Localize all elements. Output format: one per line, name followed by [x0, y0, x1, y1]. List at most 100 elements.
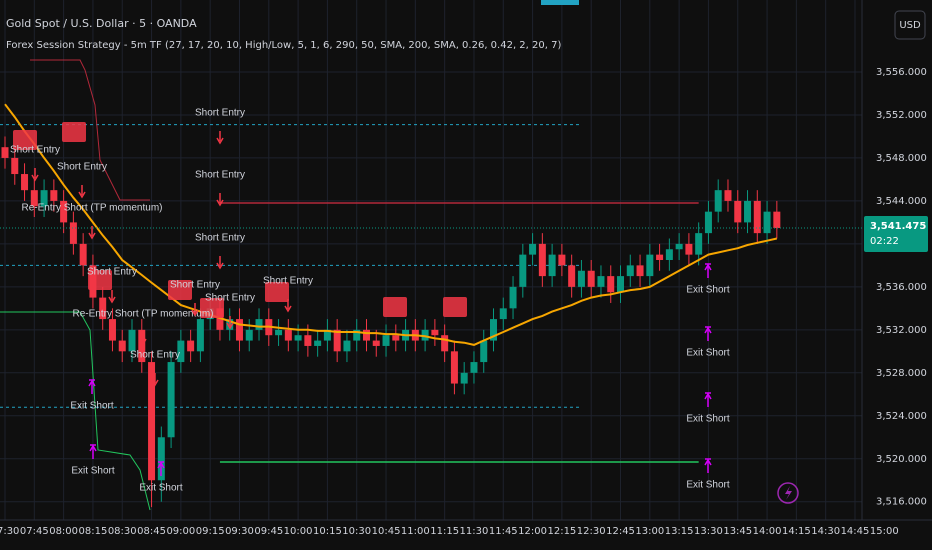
target-trail	[0, 311, 151, 511]
entry-arrow-head	[78, 191, 86, 199]
x-tick-label: 14:45	[841, 526, 870, 537]
signal-box	[443, 297, 467, 317]
candle-body	[362, 329, 370, 341]
signal-box	[200, 298, 224, 318]
x-tick-label: 10:45	[372, 526, 401, 537]
candle-body	[372, 340, 380, 346]
candle-body	[509, 286, 517, 309]
countdown-label: 02:22	[870, 236, 899, 247]
x-tick-label: 09:30	[225, 526, 254, 537]
alert-icon[interactable]	[777, 482, 799, 504]
x-tick-label: 12:30	[577, 526, 606, 537]
x-tick-label: 07:45	[20, 526, 49, 537]
candle-body	[499, 308, 507, 320]
candle-body	[577, 270, 585, 287]
candle-body	[519, 254, 527, 287]
moving-average	[4, 103, 778, 346]
candle-body	[1, 147, 9, 158]
candle-body	[30, 190, 38, 207]
x-tick-label: 11:30	[460, 526, 489, 537]
signal-box	[265, 282, 289, 302]
candle-body	[753, 200, 761, 234]
annotation: Short Entry	[205, 293, 255, 304]
exit-arrow-head	[88, 379, 96, 387]
candle-body	[167, 362, 175, 438]
candle-body	[724, 190, 732, 201]
candle-body	[773, 211, 781, 229]
annotation: Re-Entry Short (TP momentum)	[73, 309, 214, 320]
x-tick-label: 07:30	[0, 526, 19, 537]
candle-body	[607, 276, 615, 293]
annotation: Re-Entry Short (TP momentum)	[22, 203, 163, 214]
y-tick-label: 3,536.000	[876, 282, 927, 293]
x-tick-label: 11:00	[401, 526, 430, 537]
entry-arrow-head	[216, 137, 224, 145]
candle-body	[529, 243, 537, 255]
candle-body	[734, 200, 742, 223]
candle-body	[118, 340, 126, 352]
x-tick-label: 15:00	[870, 526, 899, 537]
exit-arrow-head	[704, 458, 712, 466]
candle-body	[431, 329, 439, 336]
x-tick-label: 13:00	[635, 526, 664, 537]
annotation: Exit Short	[71, 466, 115, 477]
last-price-label: 3,541.475	[870, 221, 926, 232]
y-tick-label: 3,520.000	[876, 454, 927, 465]
annotation: Short Entry	[195, 233, 245, 244]
annotation: Short Entry	[10, 145, 60, 156]
y-tick-label: 3,516.000	[876, 497, 927, 508]
candle-body	[714, 190, 722, 212]
x-tick-label: 08:30	[108, 526, 137, 537]
signal-box	[168, 280, 192, 300]
candle-body	[704, 211, 712, 234]
candle-body	[157, 437, 165, 481]
candle-body	[245, 329, 253, 341]
entry-arrow-head	[108, 296, 116, 304]
annotation: Exit Short	[686, 285, 730, 296]
entry-arrow-head	[216, 262, 224, 270]
candle-body	[216, 308, 224, 330]
signal-box	[88, 270, 112, 290]
signal-box	[13, 130, 37, 150]
candle-body	[587, 270, 595, 287]
x-tick-label: 13:45	[723, 526, 752, 537]
entry-arrow-head	[216, 199, 224, 207]
y-tick-label: 3,524.000	[876, 411, 927, 422]
top-marker	[541, 0, 579, 5]
candle-body	[235, 319, 243, 341]
candle-body	[646, 254, 654, 277]
x-tick-label: 14:30	[811, 526, 840, 537]
y-tick-label: 3,556.000	[876, 67, 927, 78]
x-tick-label: 12:15	[547, 526, 576, 537]
currency-label[interactable]: USD	[899, 20, 921, 31]
x-tick-label: 13:15	[665, 526, 694, 537]
currency-button[interactable]	[894, 10, 926, 40]
x-tick-label: 12:45	[606, 526, 635, 537]
candle-body	[323, 329, 331, 341]
x-tick-label: 09:00	[166, 526, 195, 537]
annotation: Exit Short	[139, 483, 183, 494]
entry-arrow-head	[31, 174, 39, 182]
candle-body	[50, 190, 58, 201]
y-tick-label: 3,544.000	[876, 196, 927, 207]
x-tick-label: 10:30	[342, 526, 371, 537]
candle-body	[538, 243, 546, 277]
x-tick-label: 08:45	[137, 526, 166, 537]
candle-body	[255, 319, 263, 330]
candle-body	[60, 200, 68, 223]
annotation: Exit Short	[70, 401, 114, 412]
candle-body	[314, 340, 322, 346]
entry-arrow-head	[88, 232, 96, 240]
x-tick-label: 11:45	[489, 526, 518, 537]
x-tick-label: 09:15	[196, 526, 225, 537]
annotation: Short Entry	[170, 280, 220, 291]
annotation: Short Entry	[195, 108, 245, 119]
candle-body	[421, 329, 429, 341]
candle-body	[108, 319, 116, 341]
annotation: Exit Short	[686, 480, 730, 491]
candle-body	[558, 254, 566, 266]
annotation: Exit Short	[686, 414, 730, 425]
x-tick-label: 14:00	[753, 526, 782, 537]
candle-body	[275, 329, 283, 336]
